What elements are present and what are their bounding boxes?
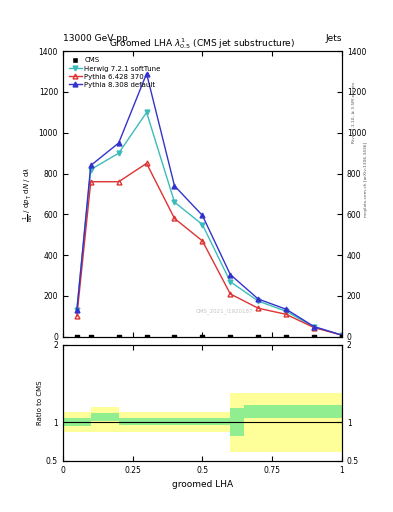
- Herwig 7.2.1 softTune: [228, 279, 233, 285]
- CMS: [339, 333, 345, 341]
- Pythia 8.308 default: [144, 71, 149, 77]
- Pythia 6.428 370: [312, 325, 316, 331]
- Text: Jets: Jets: [325, 34, 342, 43]
- CMS: [171, 333, 178, 341]
- X-axis label: groomed LHA: groomed LHA: [172, 480, 233, 489]
- Title: Groomed LHA $\lambda^{1}_{0.5}$ (CMS jet substructure): Groomed LHA $\lambda^{1}_{0.5}$ (CMS jet…: [109, 36, 296, 51]
- Herwig 7.2.1 softTune: [116, 150, 121, 156]
- Pythia 6.428 370: [144, 160, 149, 166]
- Herwig 7.2.1 softTune: [312, 324, 316, 330]
- Herwig 7.2.1 softTune: [256, 298, 261, 304]
- Pythia 8.308 default: [340, 332, 344, 338]
- Pythia 6.428 370: [88, 179, 93, 185]
- Pythia 6.428 370: [75, 313, 79, 319]
- Pythia 8.308 default: [200, 212, 205, 219]
- Text: 13000 GeV pp: 13000 GeV pp: [63, 34, 128, 43]
- Herwig 7.2.1 softTune: [172, 199, 177, 205]
- Herwig 7.2.1 softTune: [200, 222, 205, 228]
- CMS: [283, 333, 289, 341]
- CMS: [74, 333, 80, 341]
- Pythia 6.428 370: [172, 216, 177, 222]
- Pythia 8.308 default: [228, 271, 233, 278]
- Pythia 8.308 default: [116, 140, 121, 146]
- Pythia 8.308 default: [284, 306, 288, 312]
- Line: Herwig 7.2.1 softTune: Herwig 7.2.1 softTune: [74, 110, 344, 337]
- Legend: CMS, Herwig 7.2.1 softTune, Pythia 6.428 370, Pythia 8.308 default: CMS, Herwig 7.2.1 softTune, Pythia 6.428…: [66, 55, 163, 91]
- Text: Rivet 3.1.10, ≥ 3.5M events: Rivet 3.1.10, ≥ 3.5M events: [352, 82, 356, 143]
- Pythia 6.428 370: [340, 332, 344, 338]
- Pythia 8.308 default: [75, 307, 79, 313]
- Text: mcplots.cern.ch [arXiv:1306.3436]: mcplots.cern.ch [arXiv:1306.3436]: [364, 142, 367, 217]
- Pythia 8.308 default: [88, 162, 93, 168]
- Pythia 8.308 default: [172, 183, 177, 189]
- Pythia 6.428 370: [116, 179, 121, 185]
- Herwig 7.2.1 softTune: [75, 307, 79, 313]
- CMS: [199, 333, 206, 341]
- CMS: [143, 333, 150, 341]
- Herwig 7.2.1 softTune: [144, 110, 149, 116]
- CMS: [255, 333, 261, 341]
- Pythia 6.428 370: [284, 311, 288, 317]
- Y-axis label: $\frac{1}{\mathrm{d}N}$ / $\mathrm{d}p_\mathrm{T}$ $\mathrm{d}N$ / $\mathrm{d}\l: $\frac{1}{\mathrm{d}N}$ / $\mathrm{d}p_\…: [22, 166, 36, 222]
- Y-axis label: Ratio to CMS: Ratio to CMS: [37, 380, 43, 425]
- Herwig 7.2.1 softTune: [340, 332, 344, 338]
- Pythia 6.428 370: [200, 238, 205, 244]
- CMS: [227, 333, 233, 341]
- Herwig 7.2.1 softTune: [88, 166, 93, 173]
- Line: Pythia 8.308 default: Pythia 8.308 default: [74, 71, 344, 337]
- CMS: [116, 333, 122, 341]
- Text: CMS_2021_I1920187: CMS_2021_I1920187: [196, 308, 253, 314]
- Herwig 7.2.1 softTune: [284, 308, 288, 314]
- CMS: [88, 333, 94, 341]
- Pythia 8.308 default: [256, 296, 261, 302]
- Pythia 6.428 370: [256, 305, 261, 311]
- Pythia 8.308 default: [312, 324, 316, 330]
- CMS: [311, 333, 317, 341]
- Line: Pythia 6.428 370: Pythia 6.428 370: [74, 161, 344, 337]
- Pythia 6.428 370: [228, 291, 233, 297]
